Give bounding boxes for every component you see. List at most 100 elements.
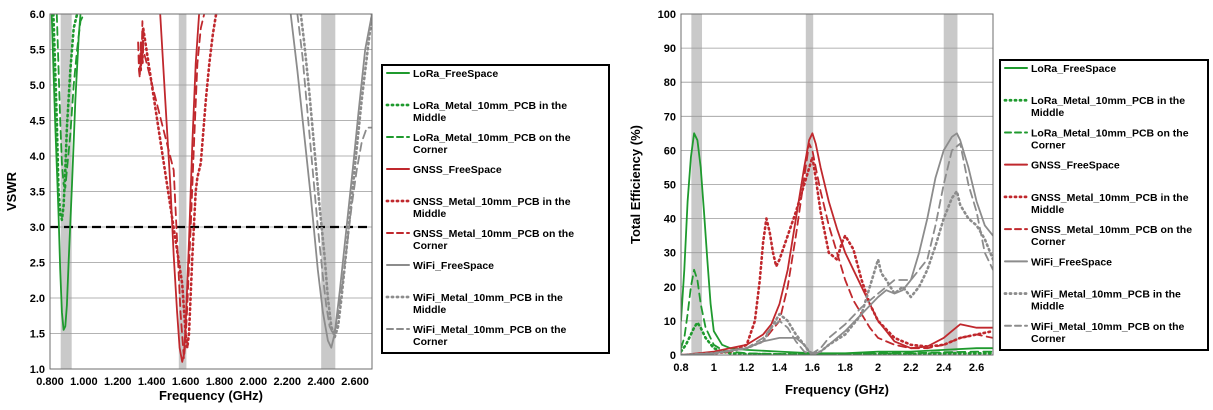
series-line-lora-metal-10mm-pcb-on-the-corner	[55, 14, 85, 189]
legend-label: GNSS_Metal_10mm_PCB on the	[1031, 224, 1192, 236]
series-line-wifi-freespace	[289, 14, 372, 349]
x-tick-label: 0.8	[673, 362, 688, 374]
legend-label: Middle	[413, 112, 446, 124]
x-tick-label: 1.400	[138, 376, 166, 388]
y-tick-label: 100	[658, 9, 676, 21]
y-tick-label: 6.0	[30, 9, 45, 21]
series-line-lora-freespace	[50, 14, 82, 331]
y-tick-label: 90	[664, 43, 676, 55]
series-line-gnss-metal-10mm-pcb-on-the-corner	[137, 14, 206, 360]
x-tick-label: 1.4	[772, 362, 788, 374]
x-tick-label: 2.6	[969, 362, 984, 374]
series-line-gnss-freespace	[681, 132, 993, 355]
legend-label: Corner	[1031, 139, 1065, 151]
y-tick-label: 4.0	[30, 151, 45, 163]
legend-label: WiFi_Metal_10mm_PCB in the	[1031, 289, 1181, 301]
series-line-gnss-freespace	[159, 14, 200, 363]
y-tick-label: 50	[664, 180, 676, 192]
legend-box	[999, 59, 1209, 351]
x-tick-label: 1.2	[739, 362, 754, 374]
y-tick-label: 5.0	[30, 80, 45, 92]
legend-label: LoRa_Metal_10mm_PCB in the	[413, 100, 567, 112]
x-tick-label: 2.4	[936, 362, 952, 374]
legend-label: GNSS_Metal_10mm_PCB in the	[1031, 192, 1189, 204]
legend-label: GNSS_Metal_10mm_PCB in the	[413, 196, 571, 208]
legend-label: Middle	[1031, 107, 1064, 119]
legend-label: Middle	[1031, 301, 1064, 313]
y-tick-label: 20	[664, 282, 676, 294]
y-tick-label: 1.0	[30, 364, 45, 376]
x-tick-label: 1.800	[206, 376, 234, 388]
series-line-wifi-metal-10mm-pcb-on-the-corner	[681, 142, 993, 355]
x-tick-label: 0.800	[36, 376, 64, 388]
legend-label: WiFi_Metal_10mm_PCB in the	[413, 292, 563, 304]
series-line-lora-freespace	[681, 132, 993, 355]
x-tick-label: 1.000	[70, 376, 98, 388]
x-axis-title: Frequency (GHz)	[159, 388, 263, 403]
y-tick-label: 5.5	[30, 45, 45, 57]
legend-label: LoRa_Metal_10mm_PCB on the	[413, 132, 571, 144]
x-tick-label: 1.600	[172, 376, 200, 388]
y-tick-label: 0	[670, 350, 676, 362]
x-tick-label: 1.6	[805, 362, 820, 374]
legend-label: Corner	[1031, 333, 1065, 345]
x-tick-label: 2.000	[240, 376, 268, 388]
y-tick-label: 60	[664, 145, 676, 157]
y-tick-label: 3.5	[30, 187, 45, 199]
legend: LoRa_FreeSpace LoRa_Metal_10mm_PCB in the…	[381, 64, 610, 354]
x-tick-label: 2.600	[341, 376, 369, 388]
series-line-gnss-metal-10mm-pcb-on-the-corner	[681, 142, 993, 355]
x-axis-title: Frequency (GHz)	[785, 382, 889, 397]
series-line-wifi-freespace	[681, 132, 993, 355]
y-axis-title: VSWR	[4, 171, 19, 211]
y-tick-label: 2.5	[30, 258, 45, 270]
y-tick-label: 3.0	[30, 222, 45, 234]
series-line-wifi-metal-10mm-pcb-on-the-corner	[296, 14, 372, 335]
y-tick-label: 80	[664, 77, 676, 89]
legend-label: GNSS_FreeSpace	[413, 164, 502, 176]
x-tick-label: 1.200	[104, 376, 132, 388]
legend-label: Middle	[413, 208, 446, 220]
legend-label: LoRa_FreeSpace	[413, 68, 498, 80]
series-line-wifi-metal-10mm-pcb-in-the-middle	[299, 14, 372, 339]
x-tick-label: 2.200	[273, 376, 301, 388]
legend-label: Middle	[1031, 204, 1064, 216]
efficiency-chart: 0 10 20 30 40 50 60 70 80 90 100 0.8 1 1.2 1.4 1.6 1.8 2 2…	[628, 9, 1209, 397]
legend-label: Corner	[413, 336, 447, 348]
y-axis-title: Total Efficiency (%)	[628, 125, 643, 244]
plot-frame	[49, 13, 373, 370]
y-tick-label: 4.5	[30, 116, 45, 128]
series-line-lora-metal-10mm-pcb-in-the-middle	[52, 14, 79, 222]
y-tick-label: 1.5	[30, 329, 45, 341]
series-group	[681, 132, 993, 355]
legend-label: LoRa_Metal_10mm_PCB in the	[1031, 95, 1185, 107]
y-tick-label: 70	[664, 111, 676, 123]
x-tick-label: 2.400	[307, 376, 335, 388]
y-tick-label: 40	[664, 214, 676, 226]
legend-label: GNSS_FreeSpace	[1031, 160, 1120, 172]
legend-box	[381, 64, 610, 354]
legend-label: Corner	[413, 240, 447, 252]
series-line-gnss-metal-10mm-pcb-in-the-middle	[681, 155, 993, 355]
x-tick-label: 2.2	[903, 362, 918, 374]
series-group	[50, 14, 372, 363]
y-tick-label: 2.0	[30, 293, 45, 305]
legend-label: WiFi_FreeSpace	[413, 260, 494, 272]
legend-label: Corner	[1031, 236, 1065, 248]
y-tick-label: 30	[664, 248, 676, 260]
legend-label: LoRa_Metal_10mm_PCB on the	[1031, 127, 1189, 139]
legend-label: WiFi_Metal_10mm_PCB on the	[1031, 321, 1185, 333]
legend-label: LoRa_FreeSpace	[1031, 63, 1116, 75]
legend: LoRa_FreeSpace LoRa_Metal_10mm_PCB in the…	[999, 59, 1209, 351]
x-tick-label: 2	[875, 362, 881, 374]
legend-label: Corner	[413, 144, 447, 156]
y-tick-label: 10	[664, 316, 676, 328]
legend-label: GNSS_Metal_10mm_PCB on the	[413, 228, 574, 240]
legend-label: WiFi_Metal_10mm_PCB on the	[413, 324, 567, 336]
x-tick-label: 1	[711, 362, 717, 374]
legend-label: Middle	[413, 304, 446, 316]
x-tick-label: 1.8	[838, 362, 853, 374]
series-line-wifi-metal-10mm-pcb-in-the-middle	[681, 190, 993, 355]
plot-frame	[680, 13, 994, 356]
